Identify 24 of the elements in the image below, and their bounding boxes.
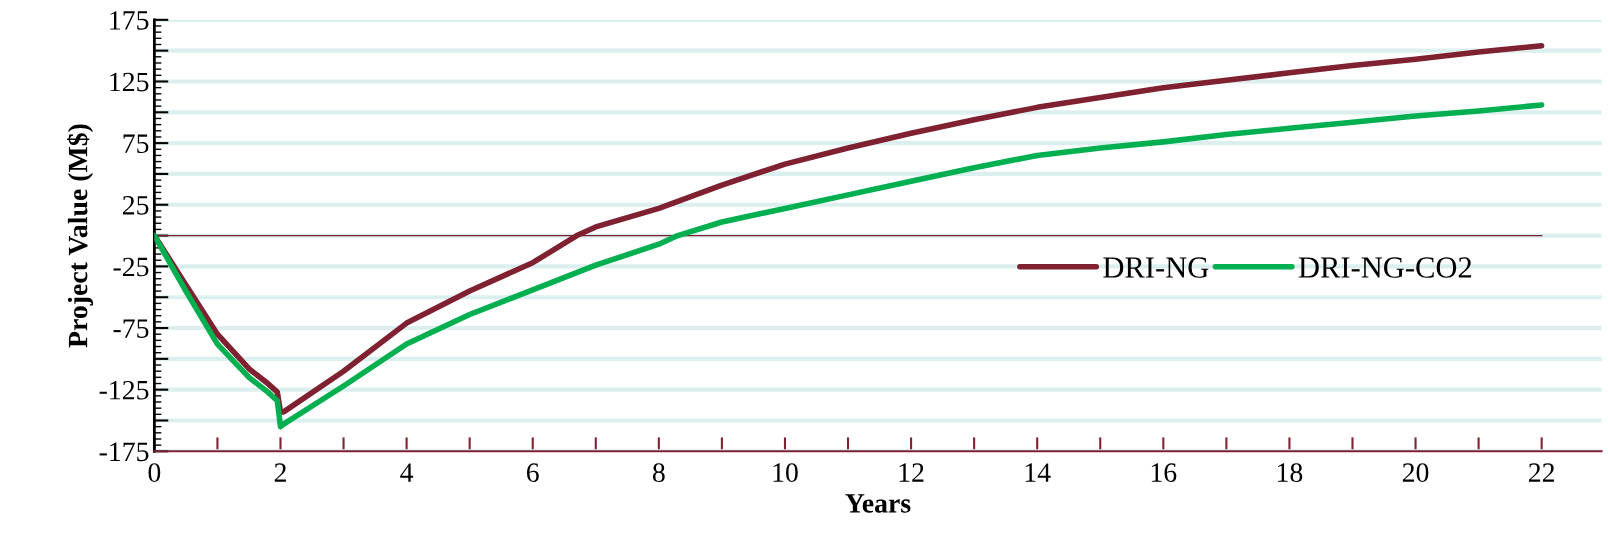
y-tick-label: 125 — [110, 72, 149, 92]
y-tick-label: 75 — [123, 134, 149, 154]
x-tick-label: 0 — [148, 463, 161, 482]
y-tick-label: 175 — [110, 11, 149, 30]
x-tick-label: 2 — [274, 463, 286, 482]
y-tick-label: -75 — [113, 319, 149, 338]
y-tick-label: -175 — [99, 442, 149, 462]
legend-label: DRI-NG — [1103, 257, 1209, 278]
x-tick-label: 14 — [1025, 463, 1051, 482]
y-tick-label: -125 — [99, 380, 149, 400]
y-tick-label: -25 — [113, 257, 149, 277]
x-tick-label: 4 — [400, 463, 414, 482]
legend-label: DRI-NG-CO2 — [1298, 257, 1472, 278]
x-tick-label: 22 — [1528, 463, 1555, 482]
x-tick-label: 8 — [652, 463, 665, 482]
y-tick-label: 25 — [122, 196, 149, 215]
x-tick-label: 16 — [1151, 463, 1177, 482]
x-tick-label: 6 — [526, 463, 539, 482]
x-tick-label: 18 — [1277, 463, 1303, 482]
x-axis-title: Years — [845, 494, 911, 513]
y-axis-title: Project Value (M$) — [67, 124, 94, 348]
x-tick-label: 20 — [1402, 463, 1429, 482]
x-tick-label: 10 — [773, 463, 798, 482]
x-tick-label: 12 — [899, 463, 924, 482]
